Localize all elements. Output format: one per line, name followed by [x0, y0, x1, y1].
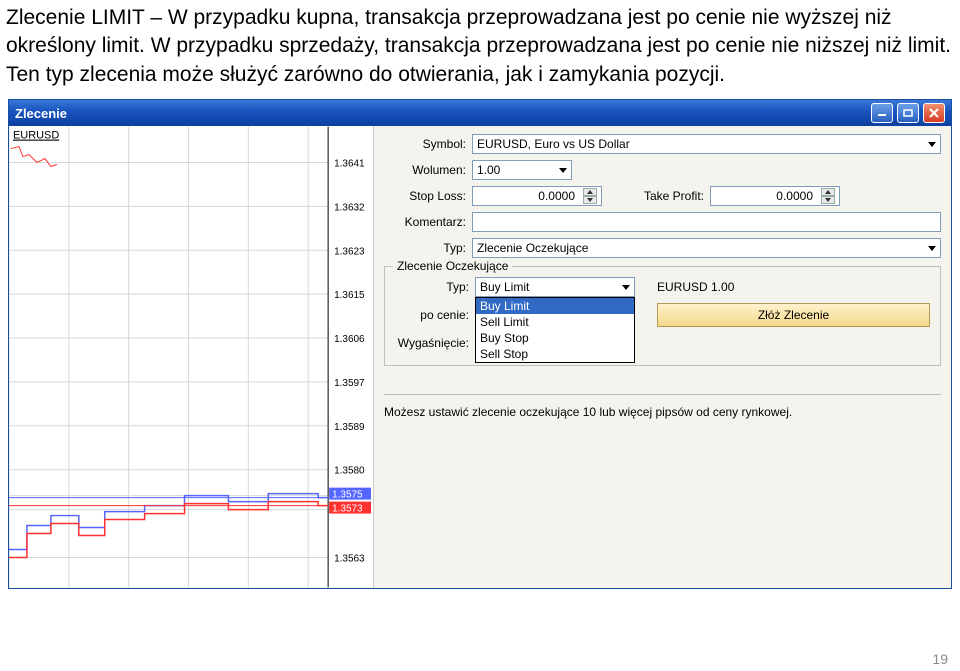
submit-label: Złóż Zlecenie: [758, 308, 829, 322]
maximize-button[interactable]: [897, 103, 919, 123]
spinner-icon: [583, 188, 597, 204]
ytick: 1.3580: [334, 466, 365, 477]
chevron-down-icon: [622, 285, 630, 290]
stoploss-value: 0.0000: [477, 189, 579, 203]
dropdown-option[interactable]: Buy Stop: [476, 330, 634, 346]
price-chart: EURUSD: [9, 126, 373, 588]
takeprofit-input[interactable]: 0.0000: [710, 186, 840, 206]
mini-series: [11, 147, 57, 167]
minimize-icon: [877, 109, 887, 117]
symbol-value: EURUSD, Euro vs US Dollar: [477, 137, 630, 151]
type-value: Zlecenie Oczekujące: [477, 241, 588, 255]
page-number: 19: [932, 651, 948, 667]
stoploss-label: Stop Loss:: [384, 189, 472, 203]
pending-type-label: Typ:: [395, 280, 475, 294]
symbol-select[interactable]: EURUSD, Euro vs US Dollar: [472, 134, 941, 154]
chevron-down-icon: [559, 168, 567, 173]
pending-type-value: Buy Limit: [480, 280, 529, 294]
client-area: EURUSD: [9, 126, 951, 588]
takeprofit-value: 0.0000: [715, 189, 817, 203]
divider: [384, 394, 941, 395]
spinner-icon: [821, 188, 835, 204]
takeprofit-label: Take Profit:: [602, 189, 710, 203]
ytick: 1.3606: [334, 334, 365, 345]
pending-type-dropdown: Buy Limit Sell Limit Buy Stop Sell Stop: [475, 297, 635, 363]
ytick: 1.3623: [334, 246, 365, 257]
ask-price: 1.3573: [332, 504, 363, 515]
symbol-label: Symbol:: [384, 137, 472, 151]
volume-label: Wolumen:: [384, 163, 472, 177]
maximize-icon: [903, 109, 913, 117]
type-select[interactable]: Zlecenie Oczekujące: [472, 238, 941, 258]
app-window: Zlecenie EURUSD: [8, 99, 952, 589]
volume-select[interactable]: 1.00: [472, 160, 572, 180]
dropdown-option[interactable]: Buy Limit: [476, 298, 634, 314]
pending-legend: Zlecenie Oczekujące: [393, 259, 512, 273]
ytick: 1.3563: [334, 553, 365, 564]
pending-type-select[interactable]: Buy Limit Buy Limit Sell Limit Buy Stop …: [475, 277, 635, 297]
pending-expiry-label: Wygaśnięcie:: [395, 336, 475, 350]
submit-order-button[interactable]: Złóż Zlecenie: [657, 303, 930, 327]
pending-price-label: po cenie:: [395, 308, 475, 322]
chevron-down-icon: [928, 246, 936, 251]
chart-panel: EURUSD: [9, 126, 374, 588]
intro-paragraph: Zlecenie LIMIT – W przypadku kupna, tran…: [0, 0, 960, 99]
ytick: 1.3615: [334, 290, 365, 301]
order-form: Symbol: EURUSD, Euro vs US Dollar Wolume…: [374, 126, 951, 588]
dropdown-option[interactable]: Sell Stop: [476, 346, 634, 362]
ytick: 1.3641: [334, 159, 365, 170]
ytick: 1.3632: [334, 202, 365, 213]
ytick: 1.3589: [334, 422, 365, 433]
window-title: Zlecenie: [15, 106, 67, 121]
stoploss-input[interactable]: 0.0000: [472, 186, 602, 206]
dropdown-option[interactable]: Sell Limit: [476, 314, 634, 330]
chevron-down-icon: [928, 142, 936, 147]
comment-input[interactable]: [472, 212, 941, 232]
pips-note: Możesz ustawić zlecenie oczekujące 10 lu…: [384, 399, 941, 419]
pending-order-fieldset: Zlecenie Oczekujące Typ: Buy Limit Buy L…: [384, 266, 941, 366]
bid-price: 1.3575: [332, 490, 363, 501]
titlebar-buttons: [871, 103, 945, 123]
close-button[interactable]: [923, 103, 945, 123]
comment-label: Komentarz:: [384, 215, 472, 229]
ytick: 1.3597: [334, 378, 365, 389]
titlebar: Zlecenie: [9, 100, 951, 126]
close-icon: [929, 108, 939, 118]
pending-info-right: EURUSD 1.00: [657, 280, 734, 294]
type-label: Typ:: [384, 241, 472, 255]
minimize-button[interactable]: [871, 103, 893, 123]
volume-value: 1.00: [477, 163, 500, 177]
chart-symbol-label: EURUSD: [13, 130, 59, 142]
